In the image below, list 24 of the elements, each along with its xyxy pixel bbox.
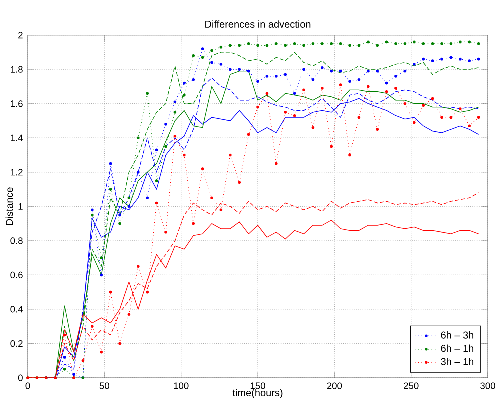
y-tick-label: 0.6 <box>10 272 23 278</box>
y-tick-label: 2 <box>18 32 23 39</box>
x-tick-label: 50 <box>100 382 110 390</box>
legend-label: 6h – 3h <box>441 332 474 339</box>
y-tick-label: 0 <box>18 374 23 382</box>
legend-label: 3h – 1h <box>441 358 474 366</box>
x-tick-label: 200 <box>327 382 342 390</box>
y-tick-label: 1.6 <box>11 100 23 108</box>
y-axis-title: Distance <box>6 188 14 226</box>
y-tick-label: 1.4 <box>11 134 24 142</box>
y-tick-label: 0.8 <box>10 238 23 244</box>
y-tick-label: 1.2 <box>11 169 23 176</box>
x-tick-label: 100 <box>174 382 189 390</box>
x-tick-label: 300 <box>480 382 495 390</box>
y-tick-label: 1.8 <box>11 66 23 73</box>
legend-label: 6h – 1h <box>441 344 474 352</box>
y-tick-label: 1 <box>18 203 23 210</box>
x-axis-title: time(hours) <box>232 389 283 398</box>
y-tick-label: 0.4 <box>10 306 24 313</box>
x-tick-label: 250 <box>404 382 419 390</box>
x-tick-label: 150 <box>250 382 266 390</box>
y-tick-label: 0.2 <box>10 340 23 348</box>
x-tick-label: 0 <box>26 382 30 390</box>
chart-title: Differences in advection <box>206 20 311 28</box>
